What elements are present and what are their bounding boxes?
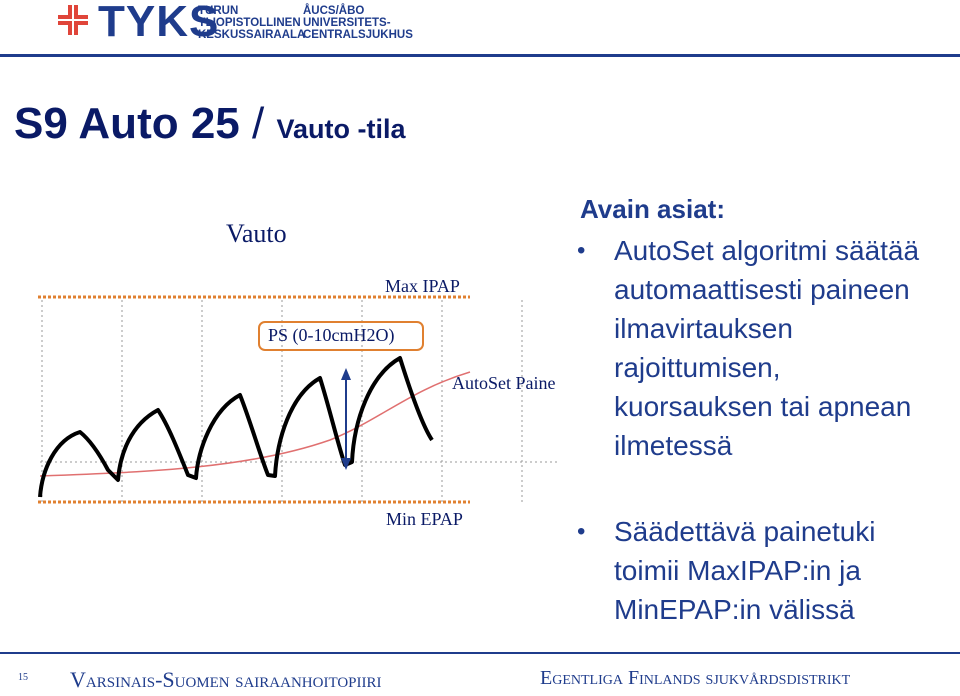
list-item: • Säädettävä painetuki toimii MaxIPAP:in… bbox=[577, 512, 947, 629]
min-epap-label: Min EPAP bbox=[386, 509, 463, 529]
logo-line2-fi: YLIOPISTOLLINEN bbox=[198, 17, 301, 29]
page-title: S9 Auto 25 / Vauto -tila bbox=[14, 100, 405, 158]
bullet-icon: • bbox=[577, 237, 586, 264]
pressure-waveform bbox=[38, 356, 434, 498]
logo-line1-sv: ÅUCS/ÅBO bbox=[303, 5, 365, 17]
second-points-list: • Säädettävä painetuki toimii MaxIPAP:in… bbox=[577, 512, 947, 629]
title-separator: / bbox=[239, 99, 277, 148]
logo-wordmark: TYKS bbox=[98, 0, 220, 46]
grid-lines bbox=[40, 300, 560, 505]
logo-line3-sv: CENTRALSJUKHUS bbox=[303, 29, 413, 41]
logo-cross-icon bbox=[58, 5, 88, 35]
list-item: • AutoSet algoritmi säätää automaattises… bbox=[577, 231, 947, 465]
logo-line1-fi: TURUN bbox=[198, 5, 239, 17]
footer-left-text: Varsinais-Suomen sairaanhoitopiiri bbox=[70, 667, 382, 692]
ps-label-box bbox=[258, 321, 424, 351]
bullet-text: AutoSet algoritmi säätää automaattisesti… bbox=[614, 235, 920, 461]
logo-line2-sv: UNIVERSITETS- bbox=[303, 17, 391, 29]
mode-label: Vauto bbox=[226, 219, 287, 248]
ps-label: PS (0-10cmH2O) bbox=[268, 325, 395, 345]
footer-right-text: Egentliga Finlands sjukvårdsdistrikt bbox=[540, 667, 851, 689]
arrow-down-icon bbox=[341, 458, 351, 470]
title-part1: S9 Auto 25 bbox=[14, 99, 240, 148]
logo-line3-fi: KESKUSSAIRAALA bbox=[198, 29, 306, 41]
key-points-heading: Avain asiat: bbox=[580, 194, 725, 224]
key-points-list: • AutoSet algoritmi säätää automaattises… bbox=[577, 231, 947, 465]
autoset-pressure-label: AutoSet Paine bbox=[452, 373, 556, 393]
header-divider bbox=[0, 54, 960, 57]
title-part2: Vauto -tila bbox=[276, 114, 406, 144]
arrow-up-icon bbox=[341, 368, 351, 380]
page-number: 15 bbox=[18, 672, 28, 683]
bullet-icon: • bbox=[577, 518, 586, 545]
footer-divider bbox=[0, 652, 960, 654]
max-ipap-label: Max IPAP bbox=[385, 276, 460, 296]
bullet-text: Säädettävä painetuki toimii MaxIPAP:in j… bbox=[614, 516, 876, 625]
